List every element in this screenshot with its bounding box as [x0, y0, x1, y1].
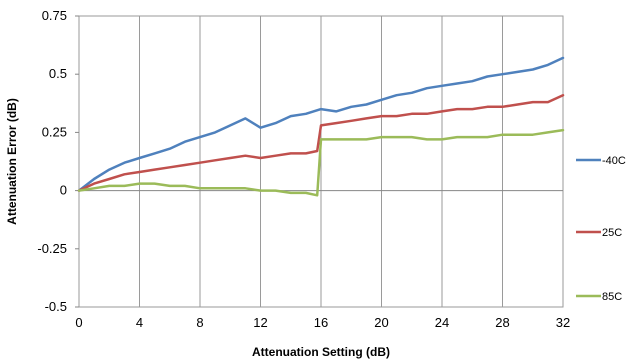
x-tick-label: 20: [374, 315, 388, 330]
y-axis-title: Attenuation Error (dB): [5, 98, 19, 225]
plot-area-frame: [78, 15, 564, 308]
series-lines: [77, 56, 565, 197]
series-line: [77, 56, 565, 192]
series-line: [77, 93, 565, 192]
x-axis-title: Attenuation Setting (dB): [252, 345, 390, 359]
x-tick-label: 0: [75, 315, 82, 330]
y-tick-label: -0.25: [37, 241, 67, 256]
y-tick-label: -0.5: [45, 299, 67, 314]
y-tick-label: 0.25: [42, 124, 67, 139]
x-tick-label: 32: [556, 315, 570, 330]
legend: -40C 25C 85C: [576, 155, 626, 303]
series-line: [77, 128, 565, 197]
legend-label: -40C: [602, 155, 626, 167]
x-tick-label: 16: [314, 315, 328, 330]
x-tick-label: 28: [495, 315, 509, 330]
x-tick-label: 8: [196, 315, 203, 330]
x-tick-label: 12: [253, 315, 267, 330]
legend-label: 25C: [602, 227, 622, 239]
y-axis-ticks: -0.5 -0.25 0 0.25 0.5 0.75: [37, 8, 79, 314]
x-tick-label: 24: [435, 315, 449, 330]
grid: [139, 16, 503, 307]
x-axis-ticks: 0 4 8 12 16 20 24 28 32: [75, 315, 570, 330]
y-tick-label: 0.75: [42, 8, 67, 23]
legend-label: 85C: [602, 291, 622, 303]
x-tick-label: 4: [136, 315, 143, 330]
y-tick-label: 0: [60, 183, 67, 198]
y-tick-label: 0.5: [49, 66, 67, 81]
